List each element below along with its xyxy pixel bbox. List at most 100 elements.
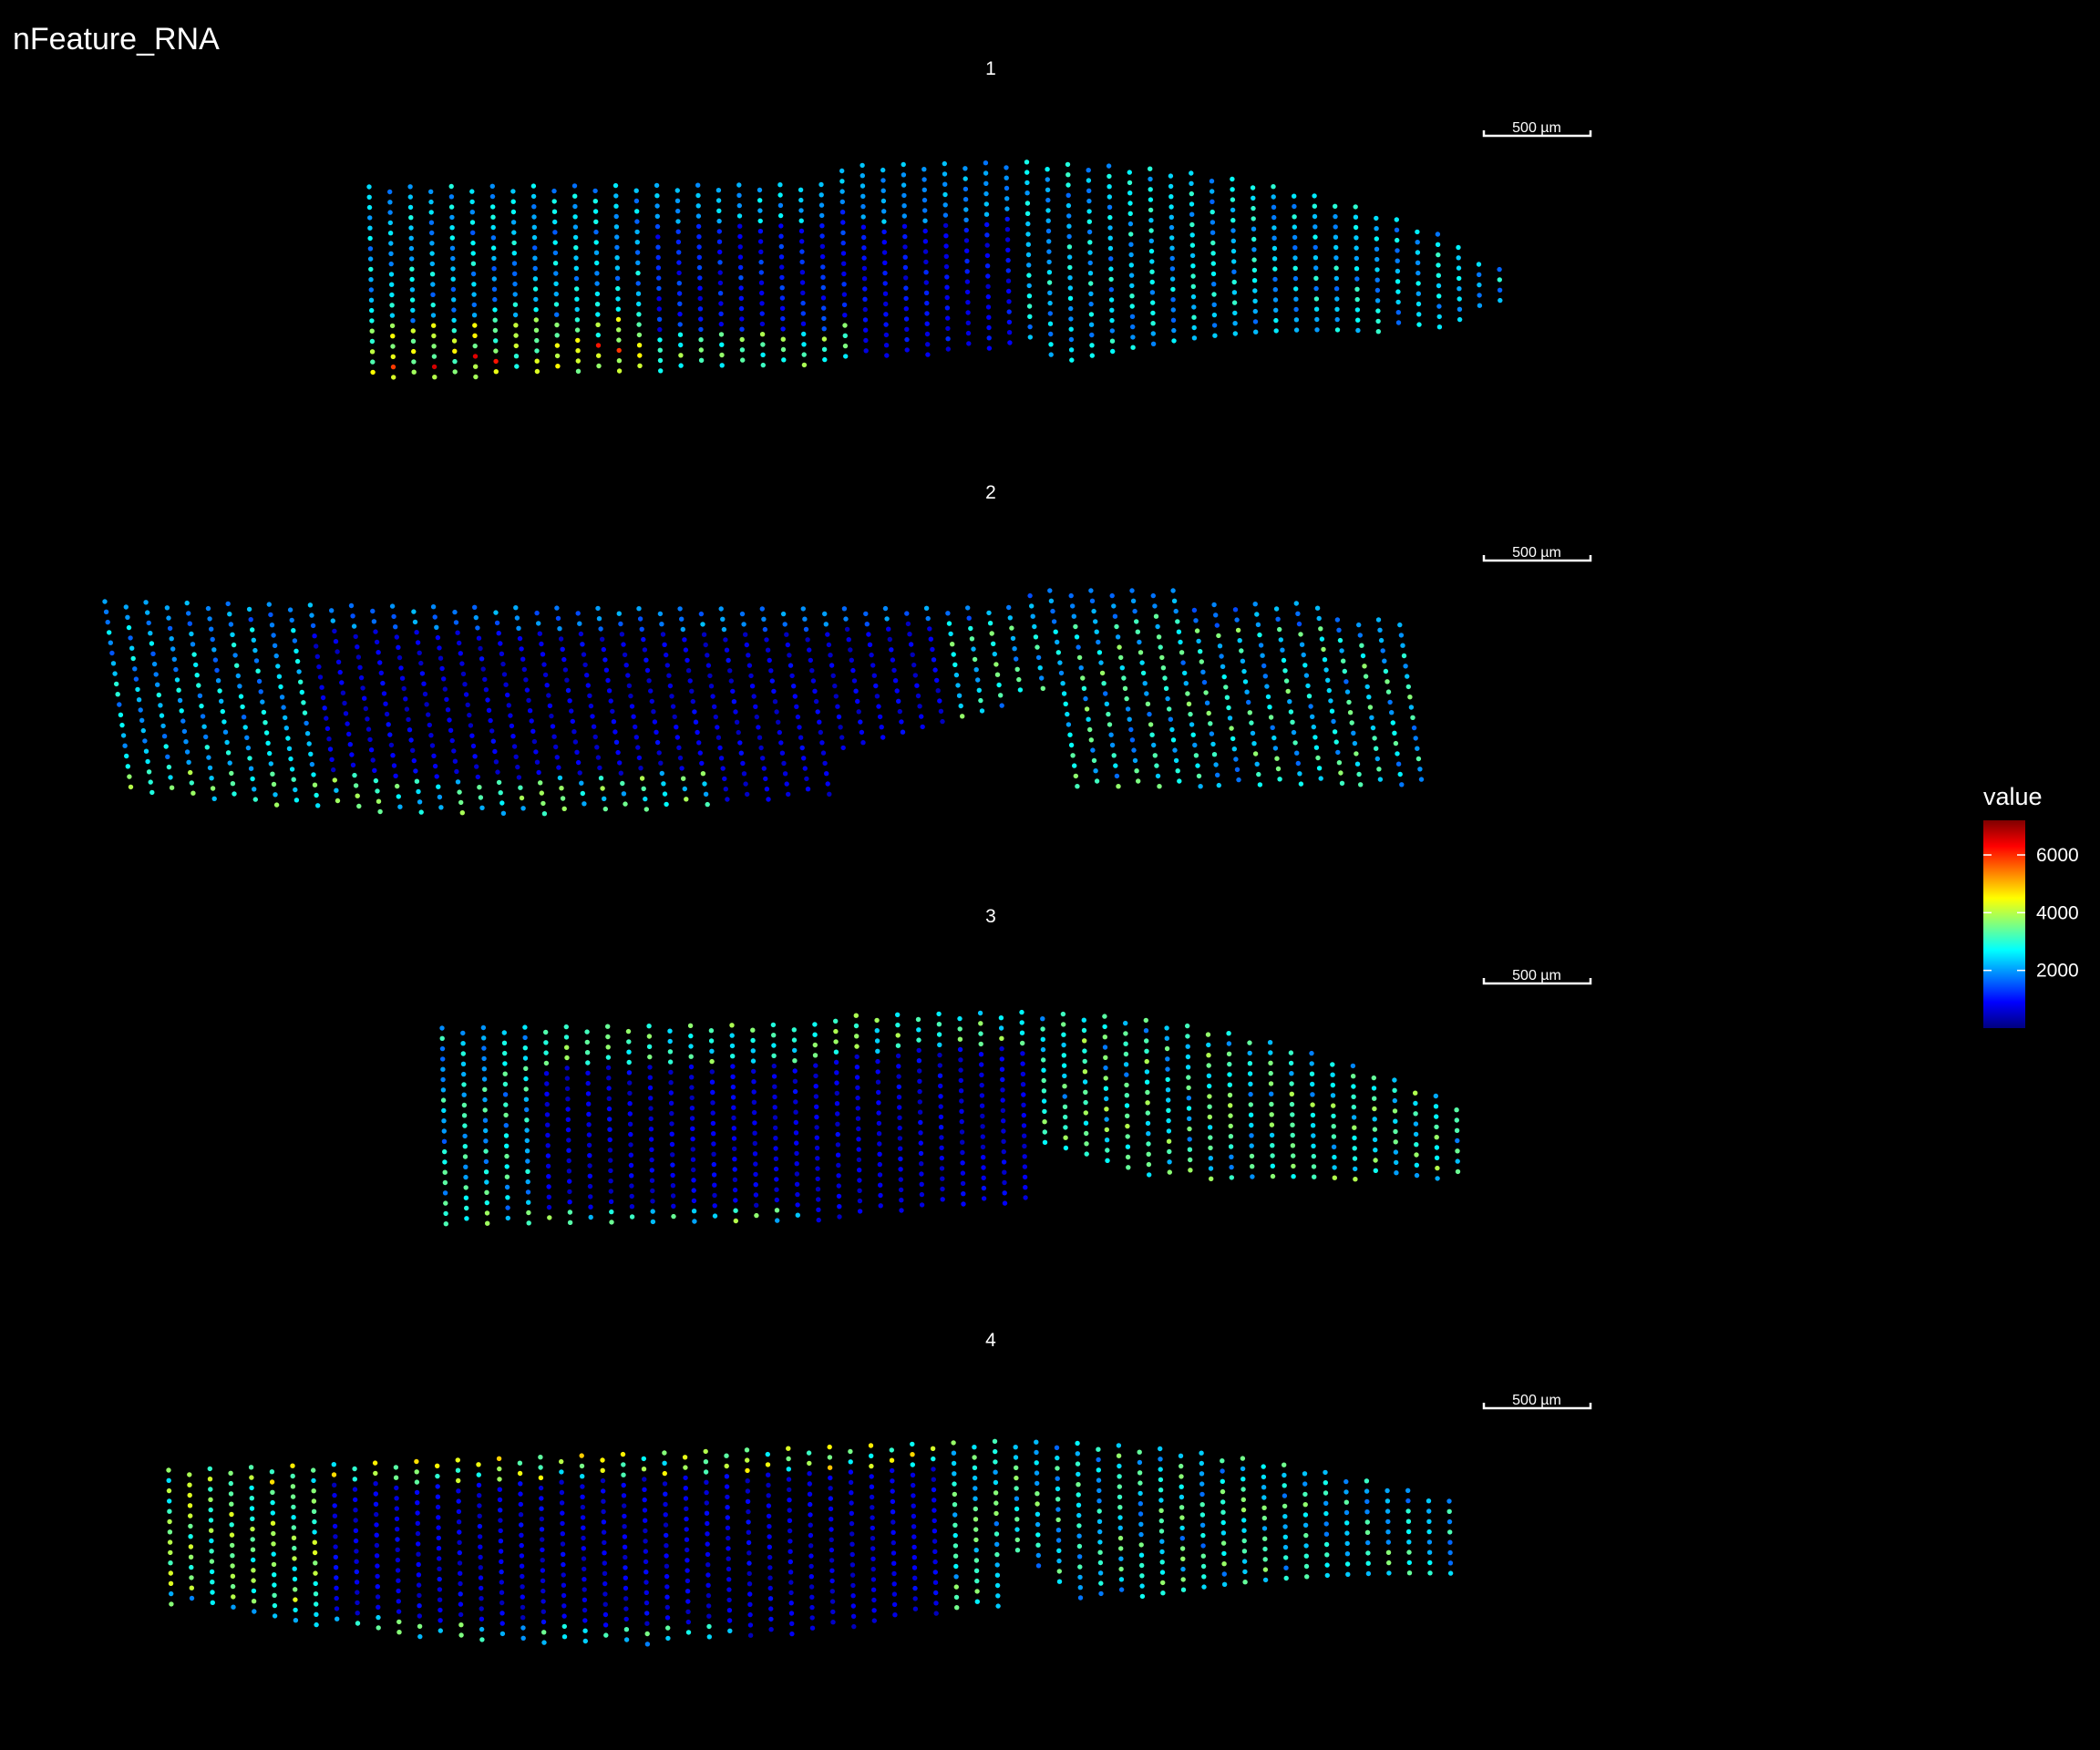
- spot: [1140, 670, 1147, 676]
- spot: [1254, 612, 1260, 617]
- spot: [492, 307, 498, 313]
- spot: [396, 644, 401, 650]
- spot: [980, 1134, 986, 1139]
- spot: [616, 327, 622, 333]
- spot: [1039, 675, 1045, 681]
- spot: [851, 678, 858, 684]
- spot: [511, 230, 517, 235]
- spot: [1168, 716, 1174, 722]
- spot: [999, 1056, 1005, 1062]
- spot: [187, 1492, 192, 1498]
- spot: [127, 774, 132, 779]
- spot: [1323, 1480, 1329, 1486]
- spot: [750, 1048, 756, 1054]
- spot: [436, 1535, 441, 1541]
- spot: [716, 208, 722, 213]
- spot: [945, 346, 952, 352]
- spot: [919, 1181, 924, 1188]
- spot: [313, 1580, 318, 1587]
- spot: [1311, 1143, 1316, 1149]
- spot: [270, 1499, 275, 1506]
- spot: [1292, 203, 1297, 210]
- spot: [985, 283, 991, 289]
- spot: [747, 1591, 753, 1597]
- spot: [626, 1039, 632, 1045]
- spot: [250, 1537, 255, 1542]
- spot: [1351, 1094, 1356, 1100]
- spot: [470, 251, 476, 256]
- spot: [1037, 665, 1043, 671]
- spot: [1182, 670, 1188, 676]
- spot: [664, 1615, 671, 1621]
- spot: [862, 317, 869, 323]
- spot: [368, 266, 374, 273]
- spot: [1068, 592, 1074, 599]
- spot: [993, 1531, 1000, 1537]
- spot: [391, 763, 397, 768]
- spot: [923, 259, 929, 265]
- spot: [726, 1608, 733, 1613]
- spot: [622, 1534, 628, 1539]
- spot: [1220, 1488, 1226, 1495]
- spot: [538, 1455, 543, 1460]
- spot: [582, 1607, 588, 1613]
- spot: [1167, 706, 1172, 712]
- spot: [661, 781, 666, 787]
- spot: [889, 647, 894, 653]
- spot: [594, 260, 600, 266]
- spot: [747, 1622, 754, 1628]
- spot: [353, 1508, 358, 1513]
- spot: [1446, 1498, 1452, 1504]
- spot: [463, 1174, 468, 1180]
- spot: [1405, 684, 1412, 690]
- spot: [690, 1147, 695, 1152]
- spot: [836, 1162, 841, 1168]
- spot: [648, 1127, 654, 1132]
- spot: [483, 1169, 489, 1175]
- spot: [153, 672, 159, 677]
- spot: [560, 1541, 566, 1547]
- spot: [476, 1462, 481, 1467]
- spot: [1231, 290, 1238, 295]
- spot: [670, 1172, 675, 1179]
- spot: [1157, 784, 1162, 789]
- spot: [411, 369, 417, 375]
- spot: [643, 807, 649, 812]
- spot: [809, 1625, 816, 1631]
- spot: [579, 1453, 584, 1458]
- spot: [1117, 1535, 1124, 1541]
- spot: [1134, 768, 1139, 774]
- spot: [532, 255, 538, 261]
- spot: [166, 615, 171, 621]
- spot: [271, 1551, 276, 1557]
- spot: [1186, 701, 1192, 706]
- spot: [862, 306, 868, 313]
- panel-title: 3: [985, 906, 996, 927]
- spot: [1364, 684, 1370, 690]
- spot: [1385, 1549, 1392, 1556]
- spot: [557, 775, 563, 781]
- spot: [1179, 650, 1185, 655]
- spot: [208, 1497, 213, 1503]
- spot: [896, 1095, 902, 1100]
- spot: [684, 1516, 689, 1522]
- spot: [1066, 254, 1073, 260]
- spot: [403, 696, 408, 702]
- spot: [1185, 691, 1190, 696]
- spot: [561, 1603, 567, 1609]
- spot: [855, 698, 860, 705]
- spot: [1055, 1476, 1060, 1481]
- spot: [545, 1122, 551, 1127]
- spot: [605, 677, 611, 684]
- spot: [799, 745, 805, 751]
- spot: [918, 1150, 924, 1157]
- spot: [705, 801, 710, 808]
- spot: [842, 313, 848, 318]
- spot: [985, 304, 992, 310]
- spot: [1293, 306, 1299, 313]
- spot: [621, 1472, 626, 1477]
- spot: [697, 275, 703, 281]
- spot: [209, 1549, 214, 1554]
- spot: [1229, 1154, 1234, 1160]
- spot: [492, 317, 498, 323]
